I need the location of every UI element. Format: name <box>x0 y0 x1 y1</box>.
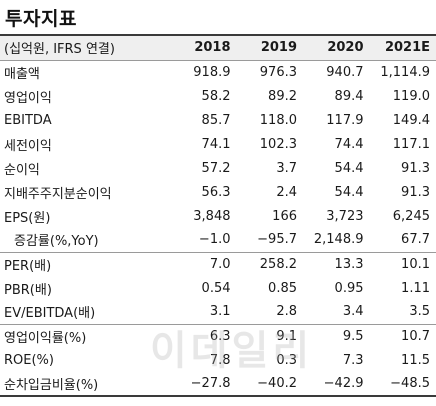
row-label: 영업이익률(%) <box>4 330 87 346</box>
cell-value: −95.7 <box>236 228 303 253</box>
row-label: EPS(원) <box>4 210 51 226</box>
cell-value: 0.85 <box>268 280 297 296</box>
table-row: EV/EBITDA(배) 3.1 2.8 3.4 3.5 <box>0 300 436 325</box>
table-row: PER(배) 7.0 258.2 13.3 10.1 <box>0 252 436 276</box>
cell-value: 918.9 <box>193 64 231 80</box>
cell-value: 89.2 <box>268 88 297 104</box>
investment-indicator-table: (십억원, IFRS 연결) 2018 2019 2020 2021E 매출액 … <box>0 36 436 397</box>
cell-value: 3,848 <box>193 208 231 224</box>
cell-value: 9.5 <box>342 328 364 344</box>
cell-value: 91.3 <box>401 184 430 200</box>
cell-value: 7.0 <box>209 256 231 272</box>
cell-value: 117.1 <box>392 136 430 152</box>
cell-value: 976.3 <box>259 64 297 80</box>
cell-value: 3,723 <box>326 208 364 224</box>
table-row: PBR(배) 0.54 0.85 0.95 1.11 <box>0 276 436 300</box>
row-label: PER(배) <box>4 258 52 274</box>
cell-value: 3.1 <box>170 300 237 325</box>
cell-value: 3.4 <box>303 300 370 325</box>
cell-value: 85.7 <box>201 112 231 128</box>
cell-value: 102.3 <box>259 136 297 152</box>
cell-value: 2.4 <box>276 184 297 200</box>
cell-value: −42.9 <box>303 372 370 397</box>
cell-value: 67.7 <box>369 228 436 253</box>
row-label: 순차입금비율(%) <box>0 372 170 397</box>
title-divider <box>0 34 436 36</box>
cell-value: 58.2 <box>201 88 231 104</box>
table-row: 순차입금비율(%) −27.8 −40.2 −42.9 −48.5 <box>0 372 436 397</box>
table-row: 지배주주지분순이익 56.3 2.4 54.4 91.3 <box>0 180 436 204</box>
cell-value: 258.2 <box>259 256 297 272</box>
year-header: 2019 <box>236 36 303 61</box>
unit-header: (십억원, IFRS 연결) <box>0 36 170 61</box>
table-row: ROE(%) 7.8 0.3 7.3 11.5 <box>0 348 436 372</box>
cell-value: 7.3 <box>342 352 364 368</box>
table-row: EPS(원) 3,848 166 3,723 6,245 <box>0 204 436 228</box>
cell-value: 118.0 <box>259 112 297 128</box>
cell-value: 9.1 <box>276 328 297 344</box>
table-row: 매출액 918.9 976.3 940.7 1,114.9 <box>0 60 436 84</box>
row-label: EBITDA <box>4 112 52 128</box>
cell-value: 0.54 <box>201 280 231 296</box>
year-header: 2018 <box>170 36 237 61</box>
cell-value: 3.5 <box>369 300 436 325</box>
row-label: 증감률(%,YoY) <box>0 228 170 253</box>
cell-value: 2.8 <box>236 300 303 325</box>
row-label: 순이익 <box>4 162 40 178</box>
cell-value: 54.4 <box>334 184 364 200</box>
cell-value: 117.9 <box>326 112 364 128</box>
row-label: ROE(%) <box>4 352 54 368</box>
cell-value: 1.11 <box>401 280 430 296</box>
table-row: 영업이익률(%) 6.3 9.1 9.5 10.7 <box>0 324 436 348</box>
cell-value: 10.1 <box>401 256 430 272</box>
cell-value: −27.8 <box>170 372 237 397</box>
row-label: 매출액 <box>4 66 40 82</box>
cell-value: 10.7 <box>401 328 430 344</box>
year-header: 2020 <box>303 36 370 61</box>
table-row: 순이익 57.2 3.7 54.4 91.3 <box>0 156 436 180</box>
cell-value: 0.3 <box>276 352 297 368</box>
year-header: 2021E <box>369 36 436 61</box>
cell-value: 57.2 <box>201 160 231 176</box>
cell-value: 74.1 <box>201 136 231 152</box>
cell-value: 149.4 <box>392 112 430 128</box>
row-label: 영업이익 <box>4 90 52 106</box>
cell-value: 1,114.9 <box>380 64 430 80</box>
cell-value: 0.95 <box>334 280 364 296</box>
cell-value: 13.3 <box>334 256 364 272</box>
row-label: PBR(배) <box>4 282 52 298</box>
table-header-row: (십억원, IFRS 연결) 2018 2019 2020 2021E <box>0 36 436 61</box>
cell-value: 11.5 <box>401 352 430 368</box>
cell-value: −40.2 <box>236 372 303 397</box>
cell-value: 7.8 <box>209 352 231 368</box>
row-label: 세전이익 <box>4 138 52 154</box>
cell-value: 166 <box>272 208 297 224</box>
cell-value: 54.4 <box>334 160 364 176</box>
table-row: EBITDA 85.7 118.0 117.9 149.4 <box>0 108 436 132</box>
cell-value: 940.7 <box>326 64 364 80</box>
cell-value: −1.0 <box>170 228 237 253</box>
table-row: 증감률(%,YoY) −1.0 −95.7 2,148.9 67.7 <box>0 228 436 253</box>
cell-value: 6.3 <box>209 328 231 344</box>
table-row: 세전이익 74.1 102.3 74.4 117.1 <box>0 132 436 156</box>
cell-value: 119.0 <box>392 88 430 104</box>
cell-value: 6,245 <box>392 208 430 224</box>
cell-value: 2,148.9 <box>303 228 370 253</box>
table-row: 영업이익 58.2 89.2 89.4 119.0 <box>0 84 436 108</box>
row-label: EV/EBITDA(배) <box>0 300 170 325</box>
page-title: 투자지표 <box>5 8 77 30</box>
cell-value: 56.3 <box>201 184 231 200</box>
cell-value: −48.5 <box>369 372 436 397</box>
cell-value: 91.3 <box>401 160 430 176</box>
cell-value: 89.4 <box>334 88 364 104</box>
cell-value: 3.7 <box>276 160 297 176</box>
row-label: 지배주주지분순이익 <box>4 186 112 202</box>
cell-value: 74.4 <box>334 136 364 152</box>
